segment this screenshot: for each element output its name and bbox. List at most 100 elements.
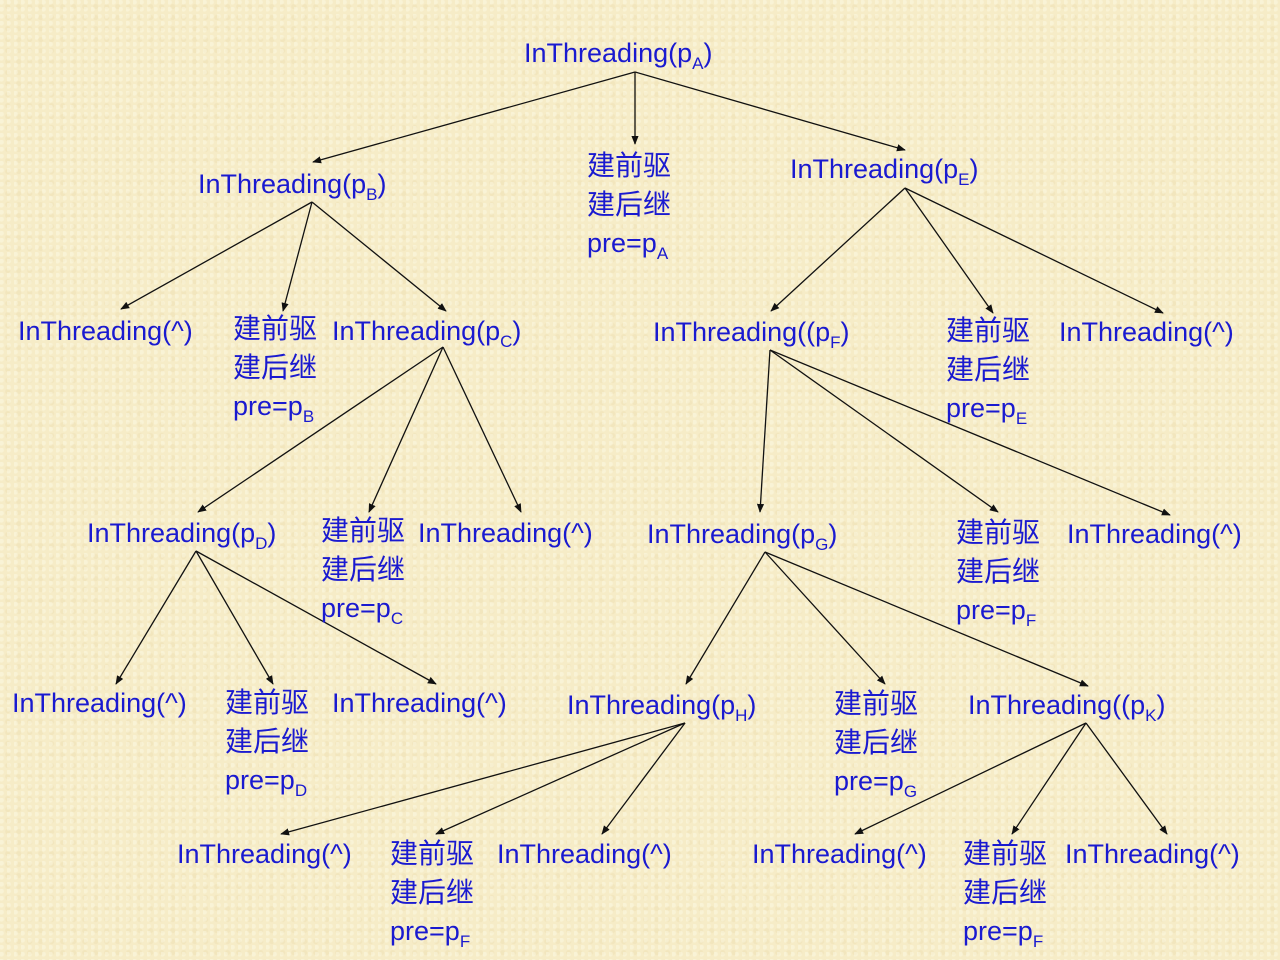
edge-F-to-G [756,349,771,513]
call-node-b-nil: InThreading(^) [18,312,193,351]
call-node-c-nil: InThreading(^) [418,514,593,553]
call-close-paren: ) [512,316,522,346]
build-predecessor-label: 建前驱 [321,514,406,547]
pre-pointer-subscript: F [1025,611,1037,630]
edge-K-to-act-K [1011,722,1087,835]
build-successor-label: 建后继 [225,725,310,758]
call-node-d: InThreading(pD) [87,514,276,553]
call-label: InThreading(^) [1065,839,1240,869]
build-successor-label: 建后继 [587,188,672,221]
pre-assignment: pre=pE [946,389,1030,428]
pre-assignment: pre=pF [963,912,1047,951]
call-pointer-subscript: D [255,534,268,553]
thread-action-g: 建前驱 建后继 pre=pG [834,684,918,801]
pre-pointer-subscript: B [302,407,315,426]
pre-assignment-text: pre=p [963,916,1033,946]
call-node-d-nil-left: InThreading(^) [12,684,187,723]
thread-action-b: 建前驱 建后继 pre=pB [233,309,317,426]
pre-assignment-text: pre=p [956,595,1026,625]
pre-assignment-text: pre=p [834,766,904,796]
edge-G-to-H [685,551,766,685]
call-node-f: InThreading((pF) [653,313,850,352]
call-pointer-subscript: C [500,332,513,351]
call-label: InThreading(^) [177,839,352,869]
build-successor-label: 建后继 [956,555,1041,588]
edge-B-to-C [311,201,447,312]
edge-B-to-B-nil [120,201,313,310]
edge-K-to-K-nil-right [1085,722,1168,835]
call-close-paren: ) [703,38,713,68]
call-node-g: InThreading(pG) [647,515,837,554]
edge-F-to-act-F [769,349,999,513]
call-label: InThreading(^) [1059,317,1234,347]
edge-C-to-act-C [368,346,444,513]
build-predecessor-label: 建前驱 [587,149,672,182]
pre-assignment: pre=pC [321,589,405,628]
pre-assignment-text: pre=p [225,765,295,795]
call-pointer-subscript: H [735,706,748,725]
call-node-f-nil: InThreading(^) [1067,515,1242,554]
call-label: InThreading(^) [752,839,927,869]
pre-assignment-text: pre=p [946,393,1016,423]
edge-E-to-act-E [904,187,994,314]
edge-H-to-act-H [435,722,686,835]
edge-C-to-C-nil [442,346,522,513]
call-node-c: InThreading(pC) [332,312,521,351]
thread-action-e: 建前驱建后继 pre=pE [946,311,1030,428]
build-successor-label: 建后继 [946,353,1031,386]
call-node-h-nil-left: InThreading(^) [177,835,352,874]
call-close-paren: ) [747,690,757,720]
edge-H-to-H-nil-left [280,722,686,836]
pre-pointer-subscript: A [656,244,669,263]
call-pointer-subscript: E [958,170,970,189]
edge-K-to-K-nil-left [854,722,1087,835]
build-successor-label: 建后继 [321,553,406,586]
edge-A-to-E [634,71,906,152]
build-successor-label: 建后继 [233,351,318,384]
call-label: InThreading(^) [12,688,187,718]
pre-assignment-text: pre=p [390,916,460,946]
call-pointer-subscript: K [1145,706,1157,725]
pre-pointer-subscript: F [1032,932,1044,951]
call-label: InThreading((p [968,690,1146,720]
edge-E-to-F [770,187,906,312]
build-predecessor-label: 建前驱 [946,314,1031,347]
edge-G-to-act-G [764,551,886,685]
pre-assignment: pre=pD [225,761,309,800]
call-label: InThreading(^) [1067,519,1242,549]
call-node-h: InThreading(pH) [567,686,756,725]
call-label: InThreading(^) [18,316,193,346]
call-label: InThreading(p [524,38,693,68]
call-close-paren: ) [969,154,979,184]
build-successor-label: 建后继 [390,876,475,909]
call-close-paren: ) [840,317,850,347]
call-label: InThreading(^) [332,688,507,718]
pre-assignment: pre=pB [233,387,317,426]
thread-action-k: 建前驱 建后继 pre=pF [963,834,1047,951]
edge-D-to-D-nil-left [115,550,197,685]
call-label: InThreading(p [198,169,367,199]
call-label: InThreading(p [332,316,501,346]
thread-action-a: 建前驱 建后继 pre=pA [587,146,671,263]
edge-D-to-act-D [195,550,274,685]
call-close-paren: ) [267,518,277,548]
call-node-e: InThreading(pE) [790,150,978,189]
call-label: InThreading(^) [418,518,593,548]
thread-action-f: 建前驱建后继 pre=pF [956,513,1040,630]
pre-assignment-text: pre=p [233,391,303,421]
build-predecessor-label: 建前驱 [834,687,919,720]
call-label: InThreading(p [567,690,736,720]
pre-assignment-text: pre=p [321,593,391,623]
pre-assignment-text: pre=p [587,228,657,258]
call-pointer-subscript: G [815,535,829,554]
call-node-d-nil-right: InThreading(^) [332,684,507,723]
build-predecessor-label: 建前驱 [963,837,1048,870]
build-predecessor-label: 建前驱 [225,686,310,719]
pre-assignment: pre=pA [587,224,671,263]
call-pointer-subscript: F [830,333,841,352]
call-close-paren: ) [828,519,838,549]
build-predecessor-label: 建前驱 [956,516,1041,549]
call-label: InThreading(^) [497,839,672,869]
build-successor-label: 建后继 [963,876,1048,909]
